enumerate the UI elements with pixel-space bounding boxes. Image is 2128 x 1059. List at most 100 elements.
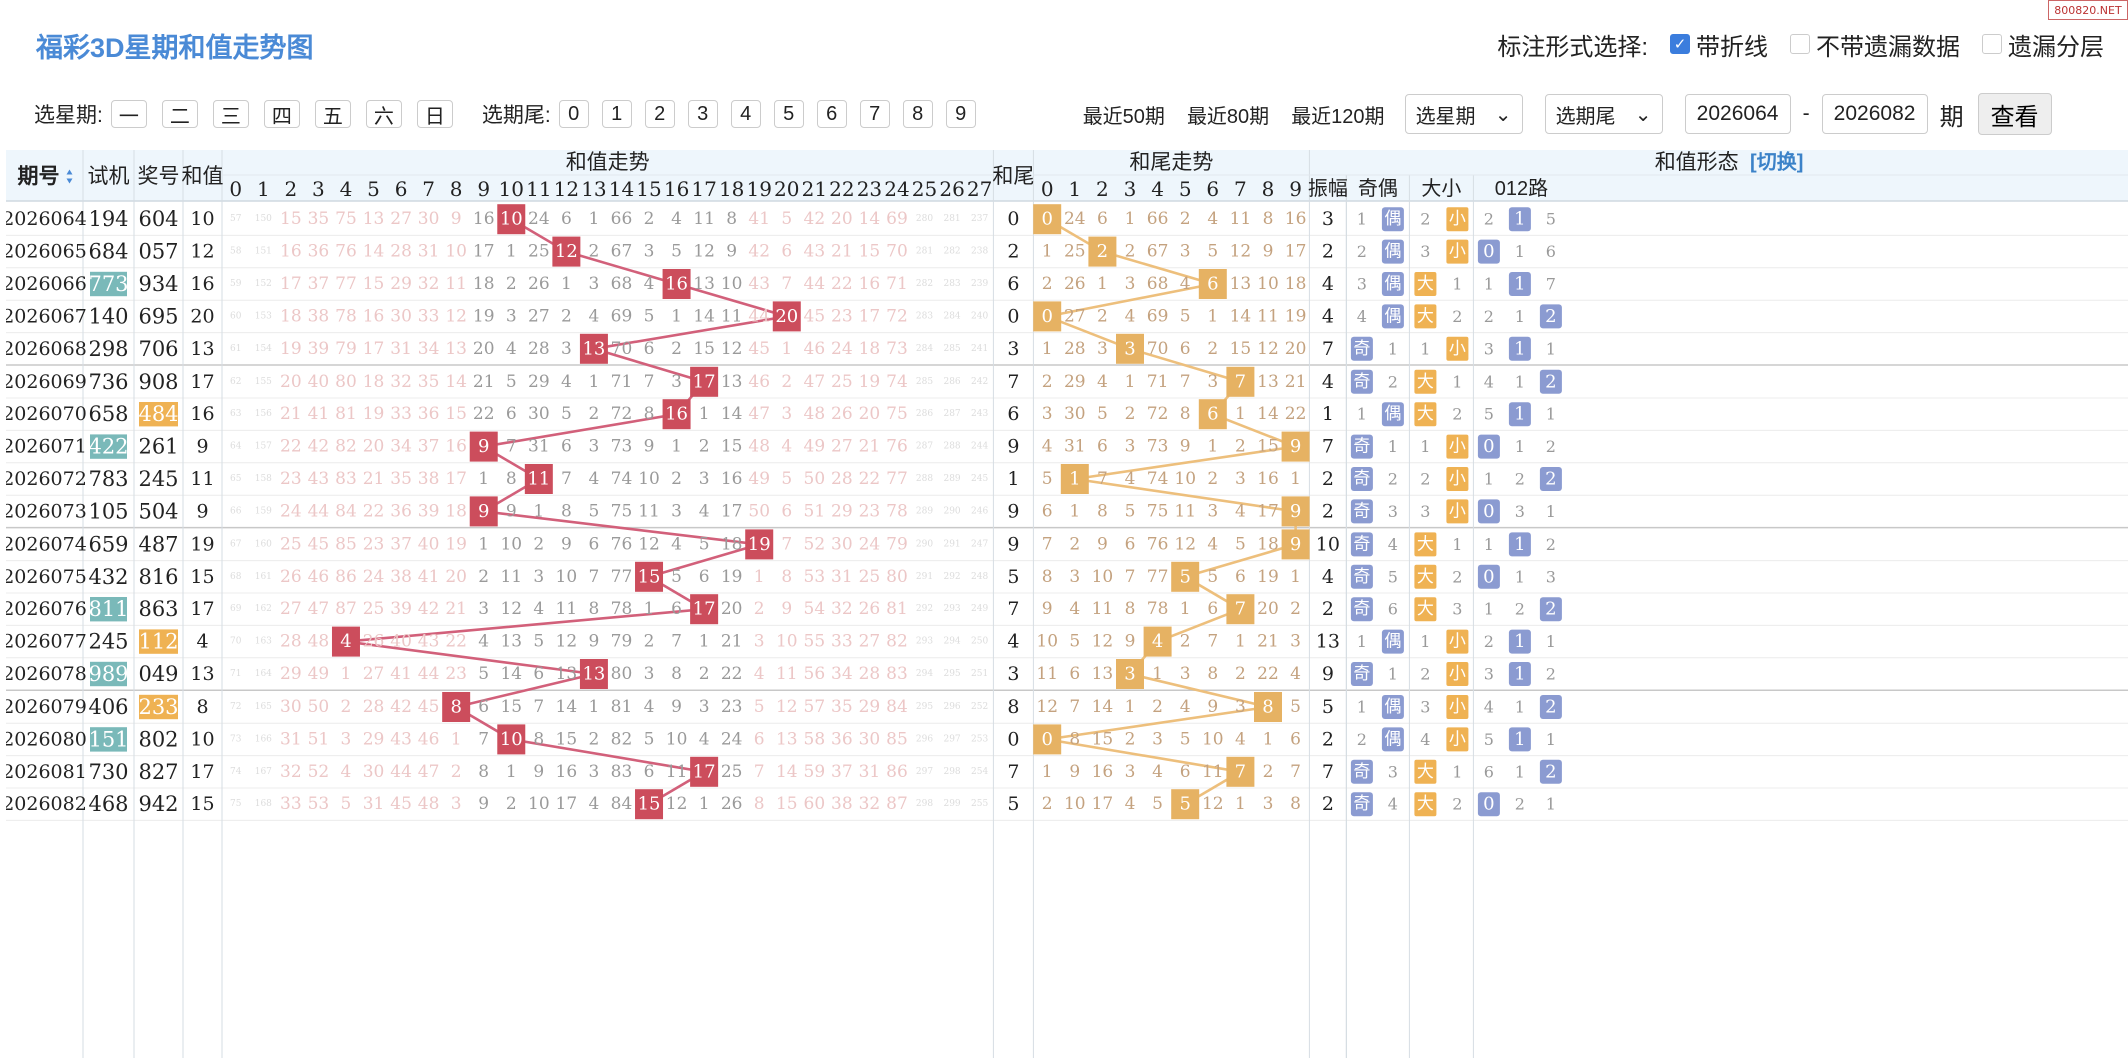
checkbox-checked-icon[interactable]: ✓ bbox=[1670, 34, 1690, 54]
sum-miss-value: 285 bbox=[916, 377, 933, 387]
route-badge-label: 2 bbox=[1545, 469, 1556, 490]
tail-hit-box bbox=[1226, 756, 1255, 787]
sum-miss-value: 43 bbox=[804, 242, 826, 262]
weekday-chip-5[interactable]: 六 bbox=[365, 100, 402, 128]
tail-miss-value: 1 bbox=[1290, 469, 1301, 489]
sum-miss-value: 16 bbox=[859, 274, 881, 294]
sum-miss-value: 26 bbox=[721, 794, 743, 814]
route-badge bbox=[1477, 792, 1500, 817]
issue-number: 2026069 bbox=[6, 371, 87, 393]
tail-miss-value: 11 bbox=[1202, 762, 1224, 782]
weekday-chip-0[interactable]: 一 bbox=[110, 100, 147, 128]
range-50-link[interactable]: 最近50期 bbox=[1082, 105, 1165, 128]
sum-miss-value: 38 bbox=[418, 469, 440, 489]
odd-even-miss: 1 bbox=[1357, 632, 1367, 651]
sum-miss-value: 45 bbox=[804, 306, 826, 326]
sum-miss-value: 289 bbox=[943, 474, 960, 484]
route-badge bbox=[1539, 759, 1562, 784]
sum-miss-value: 248 bbox=[971, 572, 988, 582]
weekday-chips: 一二三四五六日 bbox=[110, 100, 468, 128]
tail-miss-value: 2 bbox=[1263, 762, 1274, 782]
weekday-chip-1[interactable]: 二 bbox=[161, 100, 198, 128]
sum-col-label: 10 bbox=[499, 177, 524, 201]
small-label: 小 bbox=[1449, 664, 1466, 684]
tail-chip-0[interactable]: 0 bbox=[558, 100, 589, 128]
sum-hit-box bbox=[331, 626, 360, 657]
sum-miss-value: 19 bbox=[363, 404, 385, 424]
sum-miss-value: 1 bbox=[478, 534, 489, 554]
sum-miss-value: 6 bbox=[478, 697, 489, 717]
sum-miss-value: 34 bbox=[418, 339, 440, 359]
range-120-link[interactable]: 最近120期 bbox=[1291, 105, 1385, 128]
prize-number: 908 bbox=[138, 370, 178, 394]
sum-miss-value: 2 bbox=[671, 339, 682, 359]
tail-chip-4[interactable]: 4 bbox=[730, 100, 761, 128]
sum-miss-value: 291 bbox=[943, 539, 960, 549]
query-button[interactable]: 查看 bbox=[1977, 93, 2052, 135]
tail-miss-value: 5 bbox=[1207, 567, 1218, 587]
weekday-select[interactable]: 选星期 ⌄ bbox=[1404, 94, 1523, 134]
option-polyline[interactable]: ✓ 带折线 bbox=[1670, 27, 1768, 62]
tail-miss-value: 2 bbox=[1125, 729, 1136, 749]
route-miss: 5 bbox=[1484, 405, 1494, 424]
sum-value: 10 bbox=[190, 728, 214, 750]
sum-miss-value: 16 bbox=[445, 437, 467, 457]
weekday-chip-6[interactable]: 日 bbox=[416, 100, 453, 128]
tail-hit-box bbox=[1198, 269, 1227, 299]
tail-select[interactable]: 选期尾 ⌄ bbox=[1544, 94, 1663, 134]
weekday-chip-3[interactable]: 四 bbox=[263, 100, 300, 128]
tail-miss-value: 1 bbox=[1207, 306, 1218, 326]
sum-miss-value: 24 bbox=[528, 209, 550, 229]
sum-miss-value: 2 bbox=[451, 762, 462, 782]
prize-number: 942 bbox=[138, 792, 178, 816]
tail-chip-3[interactable]: 3 bbox=[687, 100, 718, 128]
checkbox-icon[interactable] bbox=[1982, 34, 2002, 54]
sum-miss-value: 57 bbox=[804, 697, 826, 717]
range-80-link[interactable]: 最近80期 bbox=[1186, 105, 1270, 128]
issue-number: 2026070 bbox=[6, 403, 87, 425]
big-badge bbox=[1414, 759, 1437, 784]
sum-miss-value: 75 bbox=[335, 209, 357, 229]
tail-chip-5[interactable]: 5 bbox=[773, 100, 804, 128]
sum-hit-value: 15 bbox=[638, 566, 661, 587]
option-no-miss-data[interactable]: 不带遗漏数据 bbox=[1790, 27, 1960, 62]
checkbox-icon[interactable] bbox=[1790, 34, 1810, 54]
sum-miss-value: 4 bbox=[671, 209, 682, 229]
big-small-miss: 2 bbox=[1452, 307, 1462, 326]
tail-chip-2[interactable]: 2 bbox=[644, 100, 675, 128]
odd-even-miss: 1 bbox=[1388, 437, 1398, 456]
tail-chip-7[interactable]: 7 bbox=[859, 100, 890, 128]
option-miss-layer[interactable]: 遗漏分层 bbox=[1982, 27, 2104, 62]
prize-number: 706 bbox=[138, 337, 178, 361]
sum-miss-value: 2 bbox=[671, 469, 682, 489]
sum-miss-value: 6 bbox=[781, 501, 792, 521]
tail-miss-value: 1 bbox=[1207, 437, 1218, 457]
weekday-chip-2[interactable]: 三 bbox=[212, 100, 249, 128]
sum-hit-box bbox=[690, 594, 719, 625]
big-small-miss: 1 bbox=[1452, 372, 1462, 391]
tail-col-label: 2 bbox=[1096, 177, 1109, 201]
tail-chip-1[interactable]: 1 bbox=[601, 100, 632, 128]
sum-miss-value: 17 bbox=[721, 501, 743, 521]
sum-miss-value: 16 bbox=[280, 242, 302, 262]
tail-chip-9[interactable]: 9 bbox=[945, 100, 976, 128]
big-label: 大 bbox=[1417, 794, 1434, 814]
sum-miss-value: 3 bbox=[341, 729, 352, 749]
route-miss: 2 bbox=[1546, 535, 1556, 554]
from-issue-input[interactable]: 2026064 bbox=[1684, 94, 1791, 134]
sum-miss-value: 38 bbox=[308, 306, 330, 326]
tail-chip-8[interactable]: 8 bbox=[902, 100, 933, 128]
tail-chip-6[interactable]: 6 bbox=[816, 100, 847, 128]
weekday-chip-4[interactable]: 五 bbox=[314, 100, 351, 128]
tail-value: 6 bbox=[1007, 403, 1019, 425]
sum-miss-value: 45 bbox=[418, 697, 440, 717]
tail-miss-value: 2 bbox=[1042, 274, 1053, 294]
sum-miss-value: 4 bbox=[589, 306, 600, 326]
to-issue-input[interactable]: 2026082 bbox=[1821, 94, 1928, 134]
sum-miss-value: 1 bbox=[671, 306, 682, 326]
sum-miss-value: 3 bbox=[781, 404, 792, 424]
sum-miss-value: 8 bbox=[671, 664, 682, 684]
sum-value: 8 bbox=[196, 696, 208, 718]
tail-hit-value: 1 bbox=[1069, 469, 1080, 490]
sum-col-label: 18 bbox=[719, 177, 744, 201]
